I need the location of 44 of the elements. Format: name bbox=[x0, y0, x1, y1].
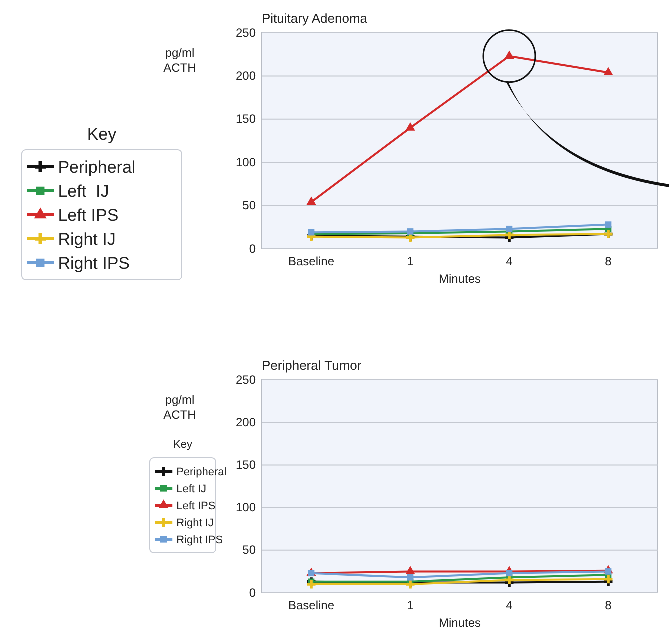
y-tick-label: 50 bbox=[242, 198, 256, 213]
x-tick-label: 1 bbox=[407, 254, 414, 269]
legend-label: Left IPS bbox=[176, 500, 216, 512]
y-tick-label: 250 bbox=[236, 26, 256, 40]
point bbox=[406, 122, 416, 131]
x-tick-label: 8 bbox=[605, 598, 612, 613]
point bbox=[506, 226, 513, 232]
y-tick-label: 150 bbox=[236, 112, 256, 126]
x-tick-label: Baseline bbox=[288, 254, 335, 269]
legend-label: Left IJ bbox=[58, 182, 110, 201]
y-tick-label: 0 bbox=[249, 586, 256, 600]
legend-label: Right IJ bbox=[58, 230, 116, 249]
x-axis-title: Minutes bbox=[438, 616, 482, 630]
y-tick-label: 50 bbox=[242, 543, 256, 558]
legend-title: Key bbox=[87, 125, 118, 144]
y-tick-label: 100 bbox=[236, 500, 256, 515]
legend-title: Key bbox=[174, 439, 193, 451]
x-tick-label: Baseline bbox=[288, 598, 335, 613]
x-tick-label: 1 bbox=[407, 598, 414, 613]
chart-title: Peripheral Tumor bbox=[262, 358, 362, 373]
x-axis-title: Minutes bbox=[438, 272, 482, 286]
chart-title: Pituitary Adenoma bbox=[262, 11, 368, 26]
legend-label: Left IJ bbox=[176, 483, 207, 496]
y-tick-label: 100 bbox=[236, 155, 256, 170]
point bbox=[306, 196, 316, 206]
y-tick-label: 200 bbox=[236, 415, 256, 430]
legend-label: Right IJ bbox=[176, 517, 214, 530]
y-axis-title: pg/ml ACTH bbox=[164, 393, 196, 422]
y-tick-label: 0 bbox=[249, 242, 256, 256]
legend-label: Right IPS bbox=[58, 254, 130, 273]
x-tick-label: 4 bbox=[506, 598, 514, 613]
point bbox=[504, 50, 514, 60]
point bbox=[604, 67, 614, 76]
legend-label: Left IPS bbox=[58, 206, 119, 225]
y-tick-label: 150 bbox=[236, 458, 256, 472]
y-tick-label: 200 bbox=[236, 69, 256, 84]
x-tick-label: 4 bbox=[506, 254, 514, 269]
point bbox=[605, 222, 612, 228]
x-tick-label: 8 bbox=[605, 254, 612, 269]
legend-label: Peripheral bbox=[176, 466, 227, 478]
y-axis-title: pg/ml ACTH bbox=[164, 46, 196, 75]
y-tick-label: 250 bbox=[236, 372, 256, 387]
legend-label: Right IPS bbox=[176, 534, 224, 546]
legend-label: Peripheral bbox=[58, 158, 136, 177]
